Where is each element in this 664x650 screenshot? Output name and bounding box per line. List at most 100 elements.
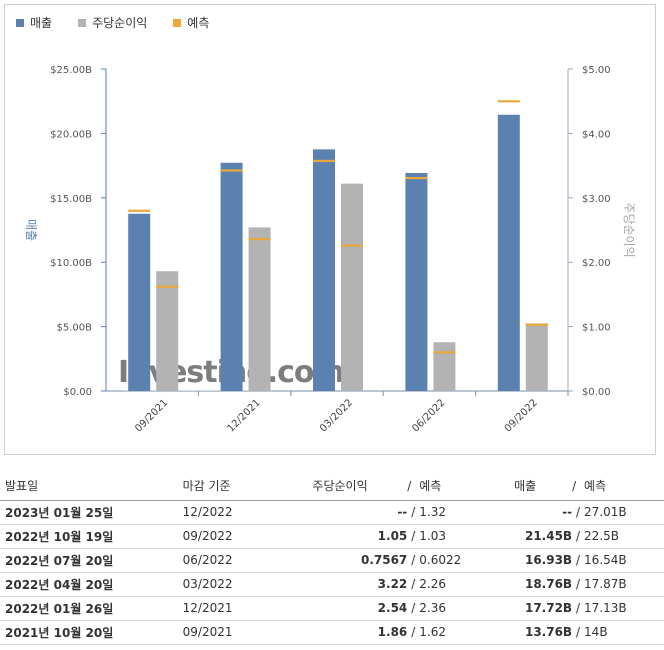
revenue-bar	[405, 172, 428, 391]
eps-forecast-mark	[156, 285, 179, 288]
cell-eps: 3.22	[312, 572, 408, 597]
table-row: 2022년 04월 20일 03/2022 3.22/2.26 18.76B/17.8…	[0, 572, 664, 597]
y-axis-title-left: 매출	[24, 219, 38, 241]
legend-item-revenue[interactable]: 매출	[16, 14, 52, 31]
cell-date: 2022년 10월 19일	[0, 524, 183, 549]
table-row: 2022년 01월 26일 12/2021 2.54/2.36 17.72B/17.1…	[0, 596, 664, 621]
legend-label-eps: 주당순이익	[92, 16, 148, 30]
earnings-table: 발표일 마감 기준 주당순이익 / 예측 매출 / 예측 2023년 01월 2…	[0, 472, 664, 645]
y-tick-label-left: $10.00B	[50, 258, 92, 269]
legend-swatch-eps	[78, 18, 87, 27]
cell-revenue-forecast: 27.01B	[584, 500, 664, 525]
legend-swatch-forecast	[173, 18, 182, 27]
cell-eps-forecast: 2.26	[419, 572, 515, 597]
chart-legend: 매출 주당순이익 예측	[16, 14, 209, 31]
header-date[interactable]: 발표일	[0, 472, 183, 501]
y-tick-label-left: $25.00B	[50, 65, 92, 76]
eps-bar	[156, 271, 179, 391]
cell-eps: 0.7567	[312, 548, 408, 573]
eps-forecast-mark	[433, 351, 456, 354]
cell-eps: 1.86	[312, 620, 408, 645]
revenue-forecast-mark	[497, 100, 520, 103]
cell-eps: 1.05	[312, 524, 408, 549]
eps-forecast-mark	[248, 238, 271, 241]
x-tick-label: 06/2022	[410, 397, 447, 434]
revenue-forecast-mark	[313, 159, 335, 163]
cell-eps-forecast: 2.36	[419, 596, 515, 621]
revenue-forecast-mark	[220, 169, 243, 172]
y-tick-label-left: $0.00	[63, 387, 92, 398]
legend-swatch-revenue	[16, 18, 24, 27]
cell-revenue-forecast: 17.13B	[584, 596, 664, 621]
earnings-chart: Investing.com $0.00$0.00$5.00B$1.00$10.0…	[24, 65, 636, 434]
cell-sep: /	[572, 620, 585, 645]
cell-eps-forecast: 1.03	[419, 524, 515, 549]
cell-date: 2022년 01월 26일	[0, 596, 183, 621]
cell-revenue-forecast: 22.5B	[584, 524, 664, 549]
y-axis-title-right: 주당순이익	[622, 202, 636, 257]
y-tick-label-right: $0.00	[582, 387, 611, 398]
revenue-bar	[313, 149, 335, 391]
cell-period: 06/2022	[182, 548, 313, 573]
cell-sep: /	[407, 620, 420, 645]
header-period[interactable]: 마감 기준	[182, 472, 313, 501]
cell-revenue: 18.76B	[514, 572, 573, 597]
y-tick-label-left: $5.00B	[57, 323, 93, 334]
eps-bar	[341, 183, 363, 391]
x-tick-label: 09/2021	[133, 397, 170, 434]
cell-sep: /	[407, 500, 420, 525]
header-revenue[interactable]: 매출	[514, 472, 573, 501]
chart-bars	[128, 100, 548, 391]
revenue-forecast-mark	[128, 209, 151, 212]
cell-revenue-forecast: 14B	[584, 620, 664, 645]
eps-bar	[248, 227, 271, 391]
legend-label-forecast: 예측	[187, 16, 210, 30]
cell-period: 12/2022	[182, 500, 313, 525]
cell-period: 12/2021	[182, 596, 313, 621]
cell-sep: /	[407, 572, 420, 597]
y-tick-label-right: $5.00	[582, 65, 611, 76]
cell-eps-forecast: 0.6022	[419, 548, 515, 573]
cell-revenue-forecast: 16.54B	[584, 548, 664, 573]
header-eps-forecast[interactable]: 예측	[419, 472, 515, 501]
header-sep: /	[572, 472, 585, 501]
legend-label-revenue: 매출	[30, 16, 53, 30]
y-tick-label-left: $15.00B	[50, 194, 92, 205]
cell-period: 03/2022	[182, 572, 313, 597]
cell-eps: --	[312, 500, 408, 525]
eps-bar	[525, 323, 548, 391]
x-tick-label: 12/2021	[226, 397, 263, 434]
cell-sep: /	[572, 596, 585, 621]
header-eps[interactable]: 주당순이익	[312, 472, 408, 501]
y-tick-label-left: $20.00B	[50, 129, 92, 140]
cell-sep: /	[572, 500, 585, 525]
revenue-forecast-mark	[405, 176, 428, 180]
cell-revenue: 17.72B	[514, 596, 573, 621]
y-tick-label-right: $4.00	[582, 129, 611, 140]
y-tick-label-right: $3.00	[582, 194, 611, 205]
table-row: 2021년 10월 20일 09/2021 1.86/1.62 13.76B/14B	[0, 620, 664, 645]
cell-revenue: 16.93B	[514, 548, 573, 573]
table-row: 2022년 10월 19일 09/2022 1.05/1.03 21.45B/22.5…	[0, 524, 664, 549]
y-tick-label-right: $1.00	[582, 323, 611, 334]
x-tick-label: 09/2022	[503, 397, 540, 434]
cell-eps-forecast: 1.62	[419, 620, 515, 645]
table-row: 2022년 07월 20일 06/2022 0.7567/0.6022 16.93B /…	[0, 548, 664, 573]
header-revenue-forecast[interactable]: 예측	[584, 472, 664, 501]
cell-date: 2021년 10월 20일	[0, 620, 183, 645]
revenue-bar	[497, 114, 520, 391]
cell-revenue: 13.76B	[514, 620, 573, 645]
cell-sep: /	[572, 548, 585, 573]
cell-sep: /	[407, 596, 420, 621]
table-header-row: 발표일 마감 기준 주당순이익 / 예측 매출 / 예측	[0, 472, 664, 501]
cell-revenue-forecast: 17.87B	[584, 572, 664, 597]
table-body: 2023년 01월 25일 12/2022 --/1.32 --/27.01B 2022…	[0, 500, 664, 645]
cell-date: 2022년 04월 20일	[0, 572, 183, 597]
revenue-bar	[128, 213, 151, 391]
legend-item-forecast[interactable]: 예측	[173, 14, 209, 31]
cell-period: 09/2022	[182, 524, 313, 549]
cell-eps-forecast: 1.32	[419, 500, 515, 525]
cell-revenue: 21.45B	[514, 524, 573, 549]
legend-item-eps[interactable]: 주당순이익	[78, 14, 147, 31]
cell-date: 2022년 07월 20일	[0, 548, 183, 573]
